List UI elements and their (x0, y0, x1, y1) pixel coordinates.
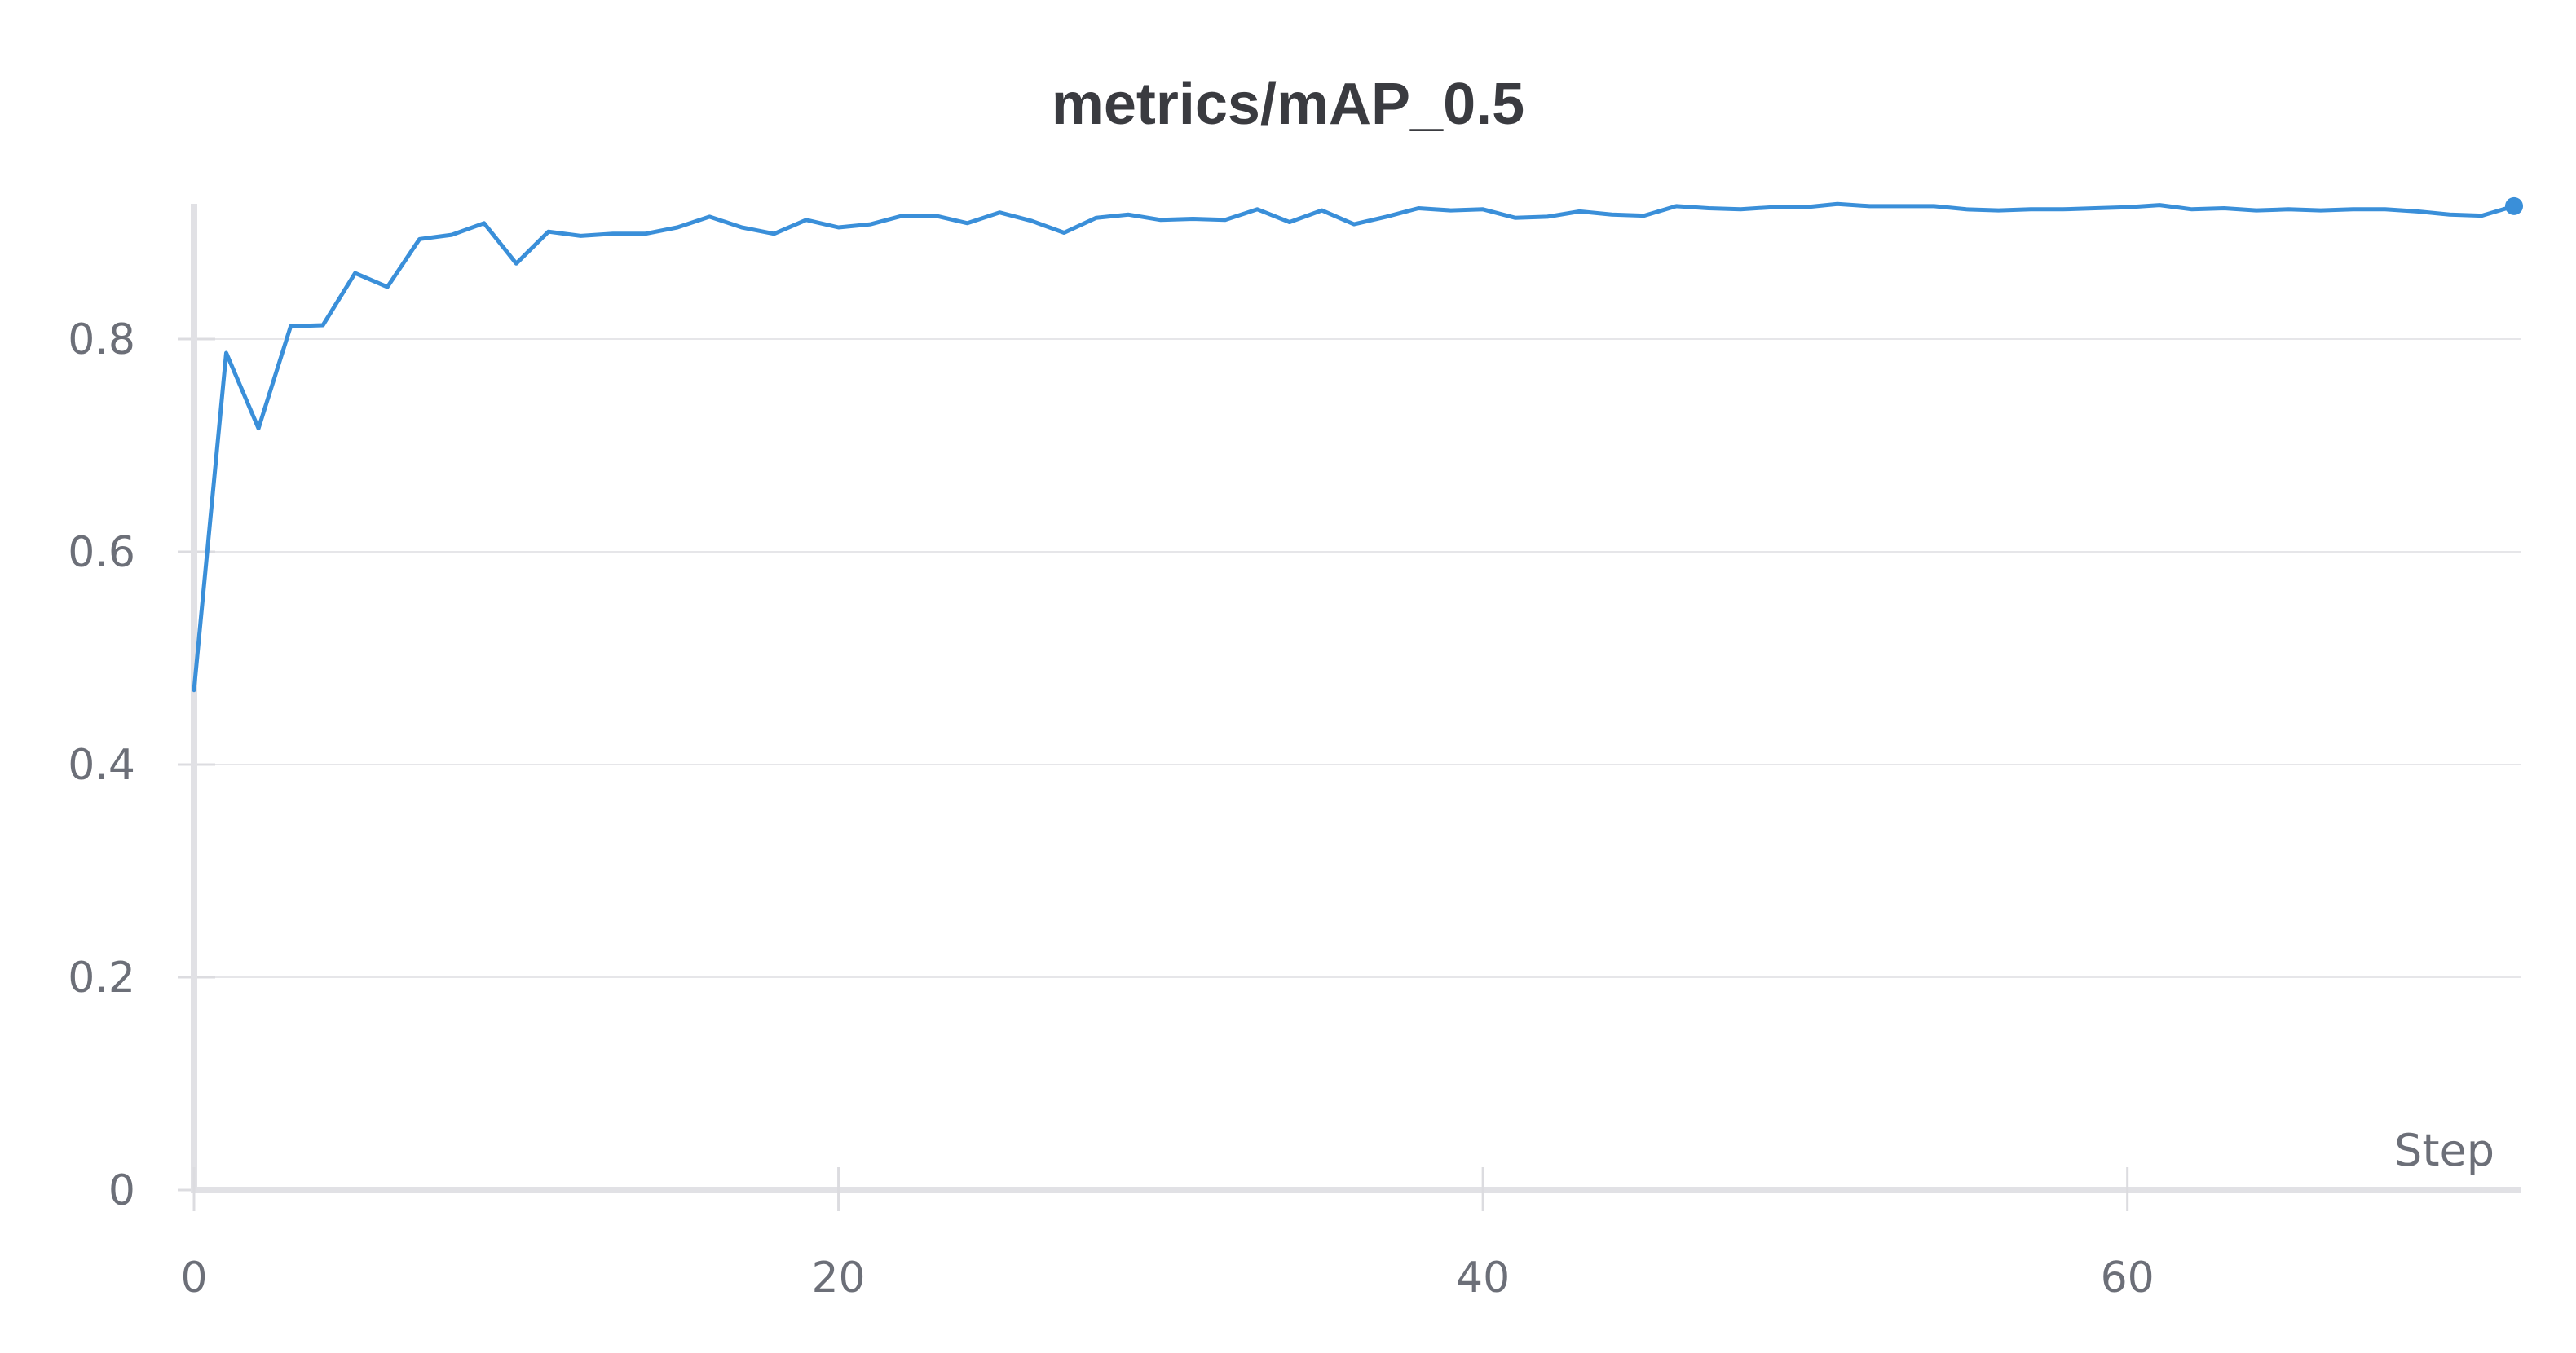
series-line (192, 201, 2516, 693)
x-tick-label: 40 (1456, 1254, 1510, 1302)
chart-title: metrics/mAP_0.5 (1051, 72, 1525, 137)
y-tick-label: 0 (108, 1166, 135, 1215)
grid-layer (196, 338, 2521, 978)
x-axis-label: Step (2394, 1125, 2494, 1176)
axis-layer (178, 204, 2521, 1211)
y-tick-label: 0.4 (68, 741, 135, 790)
label-layer: 0 0.2 0.4 0.6 0.8 0 20 40 60 Step (68, 315, 2494, 1302)
y-tick-label: 0.2 (68, 954, 135, 1003)
y-tick-label: 0.8 (68, 315, 135, 364)
y-tick-label: 0.6 (68, 528, 135, 577)
series-layer (192, 196, 2523, 693)
series-end-point (2505, 196, 2523, 215)
x-tick-label: 20 (811, 1254, 865, 1302)
x-tick-label: 60 (2101, 1254, 2155, 1302)
x-tick-label: 0 (180, 1254, 207, 1302)
